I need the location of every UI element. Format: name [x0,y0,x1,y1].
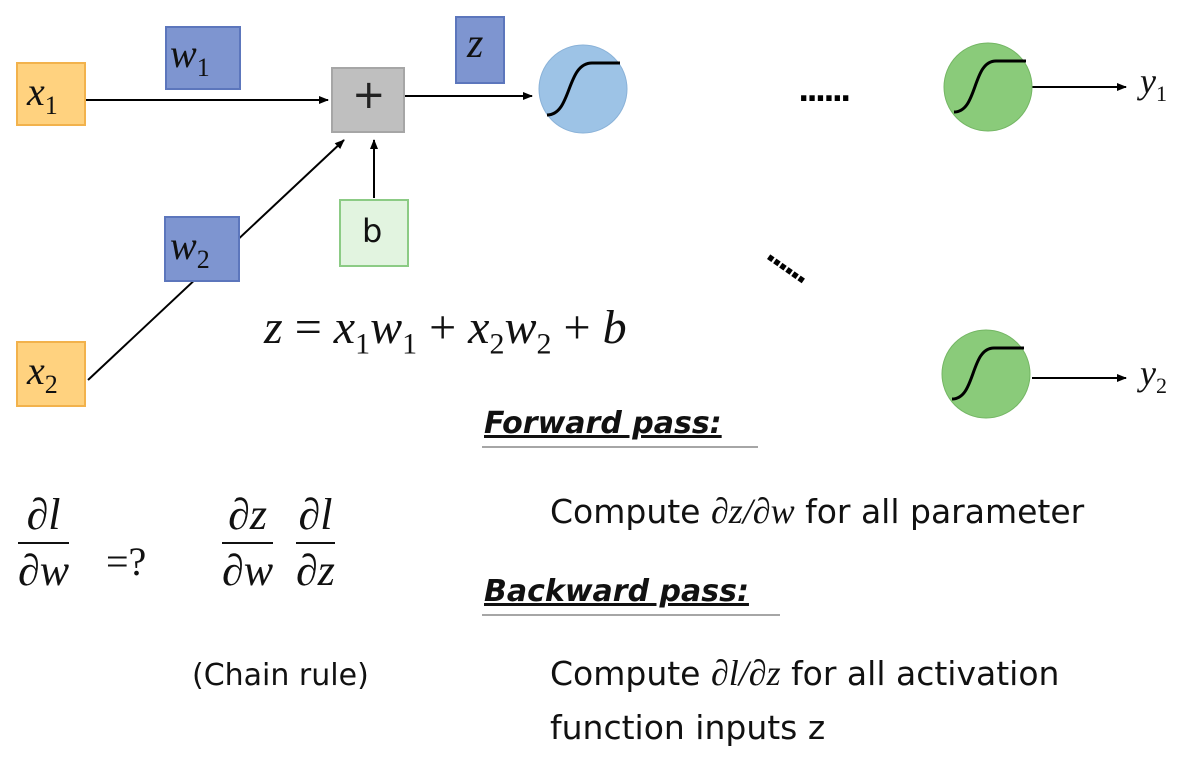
weight-w1-box [165,26,241,90]
backward-pass-heading: Backward pass: [484,574,749,609]
input-x1-box [16,62,86,126]
output-y2-label: y2 [1140,353,1167,399]
dz-dw-fraction: ∂z ∂w [222,490,274,595]
ellipsis-top: ...... [798,74,851,109]
output-y1-label: y1 [1140,61,1167,107]
sum-symbol: + [352,72,386,118]
neuron-hidden [538,44,628,134]
chain-rule-label: (Chain rule) [192,658,369,693]
weight-w2-box [164,216,240,282]
equals-question: =? [106,539,147,584]
dl-dw-fraction: ∂l ∂w [18,490,70,595]
input-x2-box [16,341,86,407]
bias-label: b [362,212,383,250]
forward-pass-text: Compute ∂z/∂w for all parameter [550,491,1085,531]
backward-pass-text: Compute ∂l/∂z for all activation [550,653,1060,693]
weight-w1-label: w1 [170,31,210,82]
z-label: z [467,21,484,67]
neuron-output-y2 [941,329,1031,419]
bias-box [339,199,409,267]
dl-dz-fraction: ∂l ∂z [296,490,335,595]
forward-pass-heading: Forward pass: [484,406,722,441]
z-equation: z = x1w1 + x2w2 + b [264,301,627,361]
input-x1-label: x1 [27,69,58,120]
z-label-box [455,16,505,84]
input-x2-label: x2 [27,348,58,399]
backward-pass-text-line2: function inputs z [550,708,826,747]
neuron-output-y1 [943,42,1033,132]
weight-w2-label: w2 [170,223,210,274]
sum-node [331,67,405,133]
